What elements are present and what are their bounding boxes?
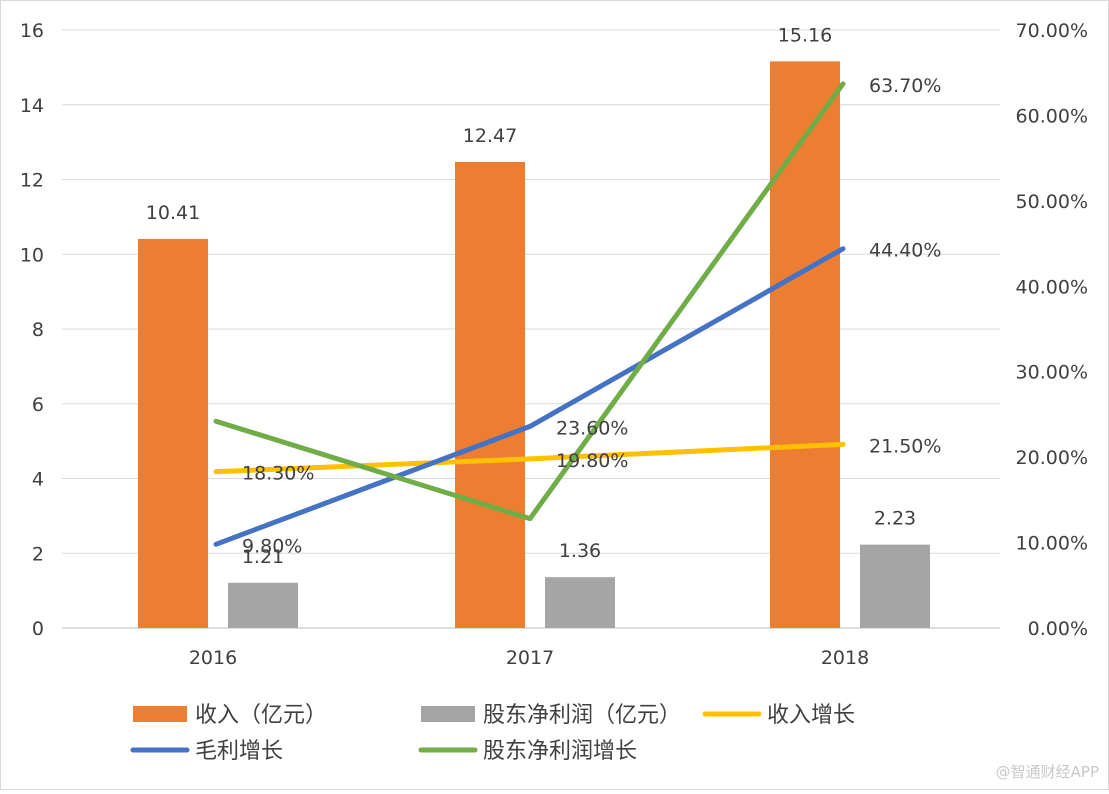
- legend-net-profit-growth: 股东净利润增长: [418, 739, 637, 764]
- y-left-tick-label: 12: [20, 170, 44, 192]
- x-tick-label: 2016: [189, 647, 237, 669]
- legend-swatch: [133, 706, 187, 722]
- watermark: @智通财经APP: [995, 763, 1099, 781]
- legend-gross-profit-growth: 毛利增长: [130, 739, 283, 764]
- y-left-tick-label: 14: [20, 95, 44, 117]
- x-tick-label: 2018: [821, 647, 869, 669]
- y-right-tick-label: 40.00%: [1016, 276, 1088, 298]
- legend-label: 股东净利润增长: [483, 739, 637, 764]
- y-left-tick-label: 0: [32, 618, 44, 640]
- gross-profit-growth-line: [213, 246, 846, 547]
- bar-net-profit: [228, 582, 298, 628]
- y-left-tick-label: 8: [32, 319, 44, 341]
- revenue-growth-line: [213, 441, 846, 475]
- bar-net-profit: [545, 577, 615, 628]
- net-profit-growth-line: [213, 81, 846, 522]
- line-data-label: 63.70%: [869, 75, 941, 97]
- bar-net-profit: [860, 544, 930, 628]
- y-left-tick-label: 4: [32, 469, 44, 491]
- bar-revenue: [455, 161, 525, 628]
- x-tick-label: 2017: [506, 647, 554, 669]
- bar-data-label: 15.16: [778, 24, 832, 46]
- legend-label: 股东净利润（亿元）: [483, 703, 681, 728]
- bar-data-label: 1.21: [242, 546, 284, 568]
- line-data-label: 44.40%: [869, 240, 941, 262]
- legend-net-profit: 股东净利润（亿元）: [421, 703, 681, 728]
- y-right-tick-label: 10.00%: [1016, 533, 1088, 555]
- data-labels: 10.41 12.47 15.16 1.21 1.36 2.23 18.30% 19.80% 2…: [146, 24, 942, 567]
- legend-label: 收入增长: [767, 703, 855, 728]
- y-right-tick-label: 0.00%: [1028, 618, 1088, 640]
- bar-data-label: 1.36: [559, 540, 601, 562]
- lines: [213, 81, 846, 547]
- y-right-tick-label: 30.00%: [1016, 362, 1088, 384]
- legend-revenue: 收入（亿元）: [133, 703, 327, 728]
- bar-data-label: 10.41: [146, 202, 200, 224]
- bar-revenue: [770, 61, 840, 628]
- y-right-tick-label: 70.00%: [1016, 20, 1088, 42]
- line-data-label: 9.80%: [242, 535, 302, 557]
- line-data-label: 23.60%: [556, 417, 628, 439]
- y-left-tick-label: 2: [32, 543, 44, 565]
- legend-revenue-growth: 收入增长: [702, 703, 855, 728]
- bar-data-label: 2.23: [874, 508, 916, 530]
- y-left-tick-label: 6: [32, 394, 44, 416]
- legend-swatch: [421, 706, 475, 722]
- axes: 0 2 4 6 8 10 12 14 16 0.00% 10.00% 20.00% 30.00% 40.0…: [20, 20, 1088, 669]
- legend-label: 毛利增长: [195, 739, 283, 764]
- bars: [138, 61, 930, 628]
- gridlines: [62, 29, 1000, 629]
- y-right-tick-label: 20.00%: [1016, 447, 1088, 469]
- y-right-tick-label: 50.00%: [1016, 191, 1088, 213]
- bar-revenue: [138, 238, 208, 628]
- line-data-label: 21.50%: [869, 435, 941, 457]
- legend-label: 收入（亿元）: [195, 703, 327, 728]
- y-left-tick-label: 10: [20, 244, 44, 266]
- y-right-tick-label: 60.00%: [1016, 105, 1088, 127]
- line-data-label: 19.80%: [556, 450, 628, 472]
- y-left-tick-label: 16: [20, 20, 44, 42]
- bar-data-label: 12.47: [463, 125, 517, 147]
- line-data-label: 18.30%: [242, 463, 314, 485]
